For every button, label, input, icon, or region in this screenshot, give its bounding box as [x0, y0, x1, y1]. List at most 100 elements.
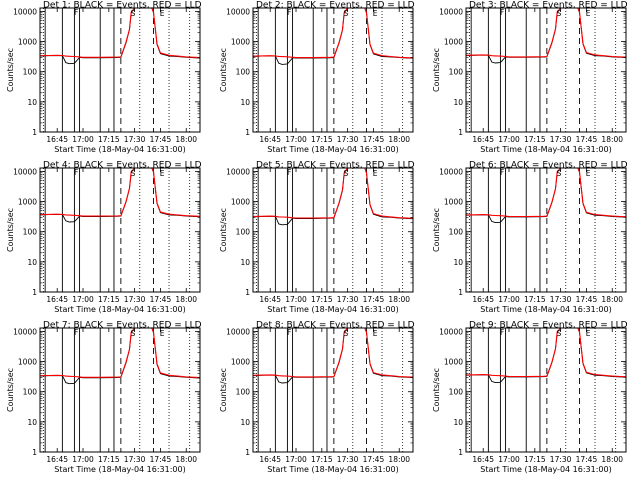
y-tick-label: 10000: [13, 7, 37, 16]
marker-annotation: F: [287, 328, 291, 337]
marker-annotation: F: [500, 168, 504, 177]
x-tick-label: 16:45: [46, 455, 68, 464]
x-tick-label: 17:00: [72, 455, 94, 464]
x-axis-label: Start Time (18-May-04 16:31:00): [54, 465, 185, 474]
marker-annotation: E: [586, 9, 591, 18]
x-tick-label: 18:00: [175, 135, 197, 144]
y-axis-label: Counts/sec: [6, 48, 15, 92]
x-tick-label: 17:30: [124, 135, 146, 144]
y-tick-label: 10000: [439, 167, 463, 176]
panel-title: Det 1: BLACK = Events, RED = LLD: [43, 1, 202, 11]
x-tick-label: 18:00: [388, 135, 410, 144]
series-line-events: [252, 327, 414, 384]
series-line-lld: [252, 7, 414, 59]
x-tick-label: 17:15: [311, 135, 333, 144]
y-tick-label: 1000: [18, 198, 37, 207]
marker-annotation: S: [131, 169, 136, 178]
marker-annotation: S: [131, 329, 136, 338]
y-tick-label: 1: [458, 448, 463, 457]
series-line-lld: [465, 7, 627, 58]
plot-frame: [252, 7, 414, 133]
x-tick-label: 17:00: [498, 135, 520, 144]
x-axis-label: Start Time (18-May-04 16:31:00): [480, 145, 611, 154]
x-axis-label: Start Time (18-May-04 16:31:00): [267, 465, 398, 474]
y-axis-label: Counts/sec: [219, 368, 228, 412]
y-tick-label: 100: [23, 68, 38, 77]
y-tick-label: 1000: [231, 38, 250, 47]
panel-det1: S E F 1 10 100 1000 10000 16:45 17:00 17:15 17:30 17…: [6, 1, 202, 155]
y-tick-label: 10: [240, 98, 250, 107]
y-tick-label: 1000: [444, 198, 463, 207]
y-tick-label: 10: [27, 418, 37, 427]
marker-annotation: E: [160, 9, 165, 18]
marker-annotation: E: [160, 169, 165, 178]
x-tick-label: 17:15: [524, 295, 546, 304]
y-axis-label: Counts/sec: [6, 368, 15, 412]
x-tick-label: 17:45: [150, 135, 172, 144]
panel-det5: S E F 1 10 100 1000 10000 16:45 17:00 17:15 17:30 17…: [219, 161, 415, 315]
x-tick-label: 18:00: [175, 455, 197, 464]
y-tick-label: 100: [236, 228, 251, 237]
y-axis-label: Counts/sec: [432, 208, 441, 252]
marker-annotation: E: [373, 9, 378, 18]
y-tick-label: 10000: [13, 327, 37, 336]
marker-annotation: E: [373, 169, 378, 178]
panel-title: Det 7: BLACK = Events, RED = LLD: [43, 321, 202, 331]
x-tick-label: 16:45: [472, 295, 494, 304]
x-tick-label: 17:15: [524, 455, 546, 464]
y-tick-label: 100: [236, 388, 251, 397]
marker-annotation: F: [74, 328, 78, 337]
y-tick-label: 1000: [444, 358, 463, 367]
x-tick-label: 16:45: [259, 455, 281, 464]
series-line-lld: [252, 167, 414, 219]
series-line-lld: [465, 167, 627, 218]
x-axis-label: Start Time (18-May-04 16:31:00): [480, 305, 611, 314]
plot-frame: [252, 167, 414, 293]
y-tick-label: 100: [449, 388, 464, 397]
x-tick-label: 18:00: [175, 295, 197, 304]
x-tick-label: 18:00: [388, 455, 410, 464]
marker-annotation: S: [557, 9, 562, 18]
y-tick-label: 10: [240, 418, 250, 427]
plot-frame: [465, 7, 627, 133]
y-tick-label: 1: [32, 288, 37, 297]
x-axis-label: Start Time (18-May-04 16:31:00): [267, 145, 398, 154]
series-line-events: [465, 327, 627, 384]
x-tick-label: 17:15: [98, 135, 120, 144]
y-axis-label: Counts/sec: [219, 48, 228, 92]
y-tick-label: 100: [236, 68, 251, 77]
x-tick-label: 17:30: [337, 135, 359, 144]
y-tick-label: 1000: [18, 358, 37, 367]
x-tick-label: 17:30: [550, 455, 572, 464]
series-line-events: [39, 167, 201, 223]
x-tick-label: 17:00: [72, 295, 94, 304]
x-axis-label: Start Time (18-May-04 16:31:00): [480, 465, 611, 474]
x-tick-label: 16:45: [46, 135, 68, 144]
y-tick-label: 1: [458, 288, 463, 297]
y-tick-label: 10: [453, 258, 463, 267]
marker-annotation: F: [500, 328, 504, 337]
y-tick-label: 1: [458, 128, 463, 137]
x-tick-label: 17:15: [98, 295, 120, 304]
series-line-lld: [465, 327, 627, 378]
y-tick-label: 10: [453, 98, 463, 107]
series-line-events: [465, 7, 627, 64]
y-axis-label: Counts/sec: [432, 368, 441, 412]
x-tick-label: 17:00: [285, 455, 307, 464]
x-tick-label: 17:30: [337, 295, 359, 304]
y-tick-label: 1000: [231, 358, 250, 367]
y-tick-label: 1: [245, 128, 250, 137]
x-tick-label: 16:45: [46, 295, 68, 304]
y-tick-label: 100: [449, 228, 464, 237]
y-tick-label: 10: [27, 258, 37, 267]
panel-det3: S E F 1 10 100 1000 10000 16:45 17:00 17:15 17:30 17…: [432, 1, 628, 155]
x-tick-label: 17:45: [150, 295, 172, 304]
series-line-lld: [252, 327, 414, 378]
y-tick-label: 10: [27, 98, 37, 107]
x-tick-label: 17:00: [72, 135, 94, 144]
marker-annotation: E: [586, 169, 591, 178]
x-tick-label: 17:45: [363, 135, 385, 144]
series-line-lld: [39, 7, 201, 59]
x-axis-label: Start Time (18-May-04 16:31:00): [54, 145, 185, 154]
y-tick-label: 1: [245, 288, 250, 297]
